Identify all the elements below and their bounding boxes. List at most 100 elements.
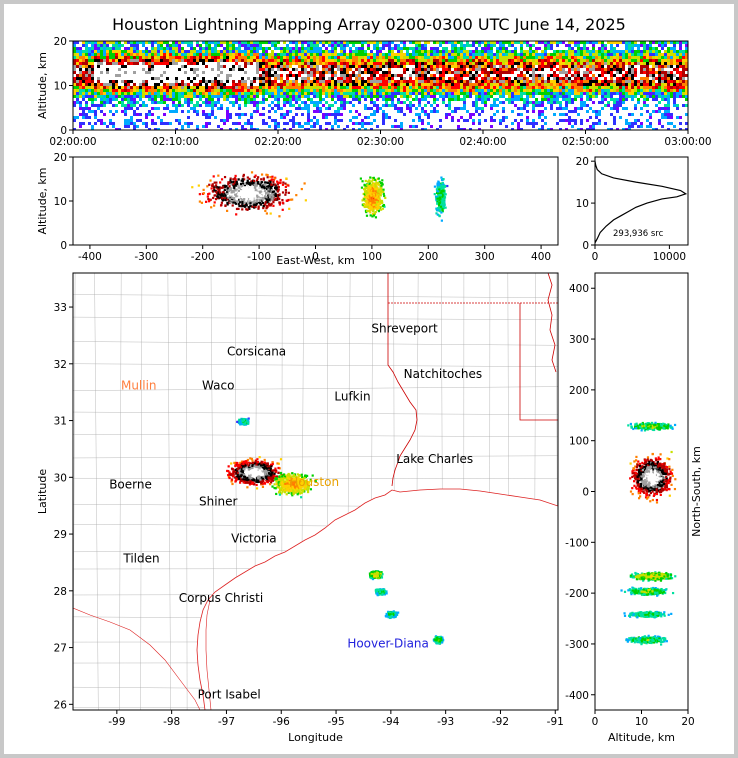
th-cell	[211, 83, 214, 86]
th-cell	[205, 116, 208, 119]
th-cell	[220, 89, 223, 92]
th-cell	[664, 74, 667, 77]
th-cell	[253, 77, 256, 80]
th-cell	[196, 125, 199, 128]
ew-source-mark	[246, 202, 250, 205]
th-cell	[463, 68, 466, 71]
th-cell	[265, 86, 268, 89]
th-cell	[286, 86, 289, 89]
th-cell	[124, 59, 127, 62]
th-cell	[157, 50, 160, 53]
th-cell	[334, 59, 337, 62]
th-cell	[571, 59, 574, 62]
th-cell	[631, 56, 634, 59]
th-cell	[649, 125, 652, 128]
th-cell	[592, 110, 595, 113]
th-cell	[286, 89, 289, 92]
th-cell	[310, 47, 313, 50]
th-cell	[637, 56, 640, 59]
th-cell	[466, 41, 469, 44]
th-cell	[568, 101, 571, 104]
th-cell	[340, 74, 343, 77]
th-cell	[133, 74, 136, 77]
th-cell	[361, 56, 364, 59]
th-cell	[649, 53, 652, 56]
th-cell	[304, 53, 307, 56]
th-cell	[85, 50, 88, 53]
th-cell	[253, 74, 256, 77]
th-cell	[97, 41, 100, 44]
th-cell	[403, 41, 406, 44]
th-cell	[646, 53, 649, 56]
th-cell	[565, 89, 568, 92]
th-cell	[268, 77, 271, 80]
th-cell	[496, 65, 499, 68]
th-cell	[418, 83, 421, 86]
th-cell	[472, 86, 475, 89]
th-cell	[346, 95, 349, 98]
th-cell	[562, 65, 565, 68]
th-cell	[655, 95, 658, 98]
th-cell	[214, 50, 217, 53]
th-cell	[163, 122, 166, 125]
th-cell	[496, 62, 499, 65]
th-cell	[679, 86, 682, 89]
th-cell	[106, 98, 109, 101]
th-cell	[418, 62, 421, 65]
th-cell	[484, 89, 487, 92]
th-cell	[385, 74, 388, 77]
th-cell	[79, 125, 82, 128]
th-cell	[679, 122, 682, 125]
th-cell	[574, 71, 577, 74]
th-cell	[646, 50, 649, 53]
th-cell	[178, 44, 181, 47]
th-cell	[484, 74, 487, 77]
th-cell	[607, 101, 610, 104]
th-cell	[565, 50, 568, 53]
th-cell	[637, 77, 640, 80]
th-cell	[190, 89, 193, 92]
th-cell	[601, 77, 604, 80]
th-cell	[328, 59, 331, 62]
th-cell	[517, 80, 520, 83]
th-cell	[193, 56, 196, 59]
th-cell	[286, 50, 289, 53]
th-cell	[97, 50, 100, 53]
th-cell	[442, 101, 445, 104]
th-cell	[454, 80, 457, 83]
th-cell	[235, 128, 238, 130]
th-cell	[421, 65, 424, 68]
th-cell	[145, 113, 148, 116]
th-cell	[109, 41, 112, 44]
th-cell	[595, 113, 598, 116]
th-cell	[682, 89, 685, 92]
th-cell	[97, 77, 100, 80]
th-cell	[622, 107, 625, 110]
th-cell	[100, 92, 103, 95]
th-cell	[199, 104, 202, 107]
th-cell	[532, 95, 535, 98]
th-cell	[610, 77, 613, 80]
th-cell	[625, 122, 628, 125]
th-cell	[553, 92, 556, 95]
th-cell	[478, 41, 481, 44]
th-cell	[280, 62, 283, 65]
th-cell	[640, 86, 643, 89]
th-cell	[460, 74, 463, 77]
th-cell	[85, 62, 88, 65]
th-cell	[205, 41, 208, 44]
th-cell	[349, 86, 352, 89]
th-cell	[559, 107, 562, 110]
th-cell	[670, 71, 673, 74]
th-cell	[679, 83, 682, 86]
th-cell	[649, 89, 652, 92]
th-cell	[151, 95, 154, 98]
th-cell	[445, 83, 448, 86]
th-cell	[73, 47, 76, 50]
th-cell	[337, 53, 340, 56]
th-cell	[112, 56, 115, 59]
th-cell	[292, 59, 295, 62]
th-cell	[187, 116, 190, 119]
th-cell	[343, 92, 346, 95]
th-cell	[241, 71, 244, 74]
